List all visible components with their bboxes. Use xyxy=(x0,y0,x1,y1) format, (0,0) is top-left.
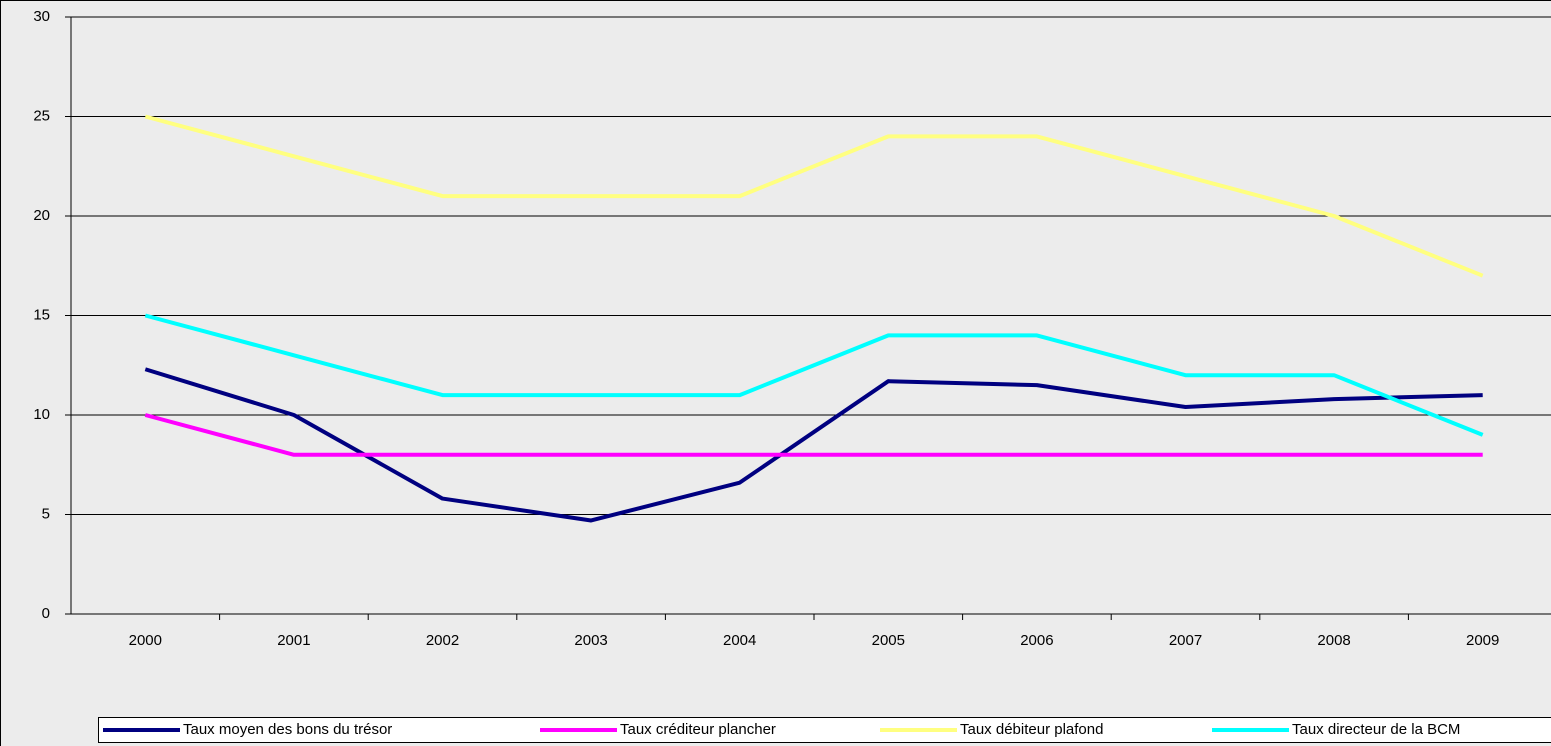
x-tick-label: 2008 xyxy=(1317,632,1350,649)
x-tick-label: 2005 xyxy=(872,632,905,649)
y-tick-label: 10 xyxy=(33,406,50,423)
y-tick-label: 25 xyxy=(33,107,50,124)
x-tick-label: 2003 xyxy=(574,632,607,649)
legend-label: Taux directeur de la BCM xyxy=(1292,721,1460,738)
x-tick-label: 2002 xyxy=(426,632,459,649)
x-tick-label: 2001 xyxy=(277,632,310,649)
y-tick-label: 5 xyxy=(42,505,50,522)
series-line xyxy=(144,413,1483,457)
y-tick-label: 20 xyxy=(33,207,50,224)
y-tick-label: 0 xyxy=(42,605,50,622)
x-tick-label: 2007 xyxy=(1169,632,1202,649)
series-line xyxy=(144,313,1484,437)
y-tick-label: 15 xyxy=(33,306,50,323)
x-tick-label: 2006 xyxy=(1020,632,1053,649)
legend xyxy=(98,717,1551,743)
x-tick-label: 2004 xyxy=(723,632,756,649)
y-tick-label: 30 xyxy=(33,8,50,25)
x-tick-label: 2009 xyxy=(1466,632,1499,649)
legend-label: Taux créditeur plancher xyxy=(620,721,776,738)
legend-label: Taux débiteur plafond xyxy=(960,721,1103,738)
legend-label: Taux moyen des bons du trésor xyxy=(183,721,392,738)
x-tick-label: 2000 xyxy=(129,632,162,649)
series-line xyxy=(144,114,1484,278)
